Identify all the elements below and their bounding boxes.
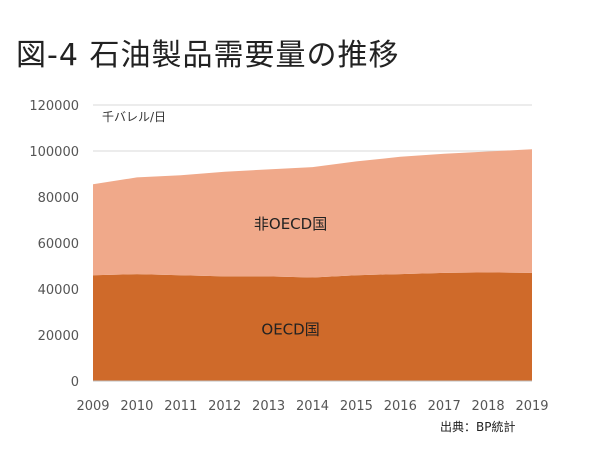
x-tick-label: 2013 [252, 399, 285, 414]
chart-title: 図-4 石油製品需要量の推移 [16, 38, 400, 73]
source-note: 出典：BP統計 [440, 420, 516, 434]
area-layer [93, 149, 532, 381]
y-tick-label: 60000 [38, 237, 79, 252]
x-tick-label: 2019 [515, 399, 548, 414]
y-tick-label: 0 [71, 375, 79, 390]
y-tick-label: 40000 [38, 283, 79, 298]
y-tick-label: 20000 [38, 329, 79, 344]
x-tick-label: 2014 [296, 399, 329, 414]
area-series-1 [93, 149, 532, 278]
series-label-non-oecd: 非OECD国 [254, 215, 327, 233]
x-tick-label: 2010 [120, 399, 153, 414]
x-tick-label: 2018 [472, 399, 505, 414]
x-tick-label: 2016 [384, 399, 417, 414]
y-tick-label: 80000 [38, 191, 79, 206]
x-tick-label: 2011 [164, 399, 197, 414]
x-tick-label: 2017 [428, 399, 461, 414]
x-tick-label: 2015 [340, 399, 373, 414]
series-label-oecd: OECD国 [261, 321, 319, 339]
unit-label: 千バレル/日 [102, 110, 166, 124]
x-tick-label: 2012 [208, 399, 241, 414]
area-series-0 [93, 272, 532, 381]
axes: 0 20000 40000 60000 80000 100000 120000 2009 201… [29, 99, 548, 414]
y-tick-label: 120000 [29, 99, 79, 114]
x-tick-label: 2009 [76, 399, 109, 414]
y-tick-label: 100000 [29, 145, 79, 160]
